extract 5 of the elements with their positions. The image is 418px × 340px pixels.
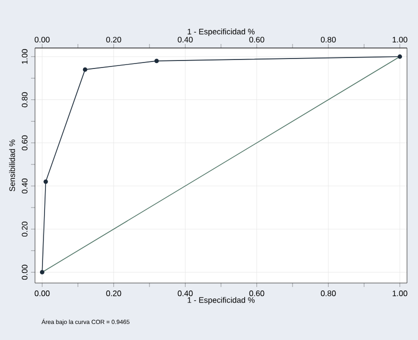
point <box>154 58 159 64</box>
point <box>40 270 44 274</box>
point <box>44 179 48 184</box>
point <box>82 67 88 72</box>
point <box>398 54 402 59</box>
